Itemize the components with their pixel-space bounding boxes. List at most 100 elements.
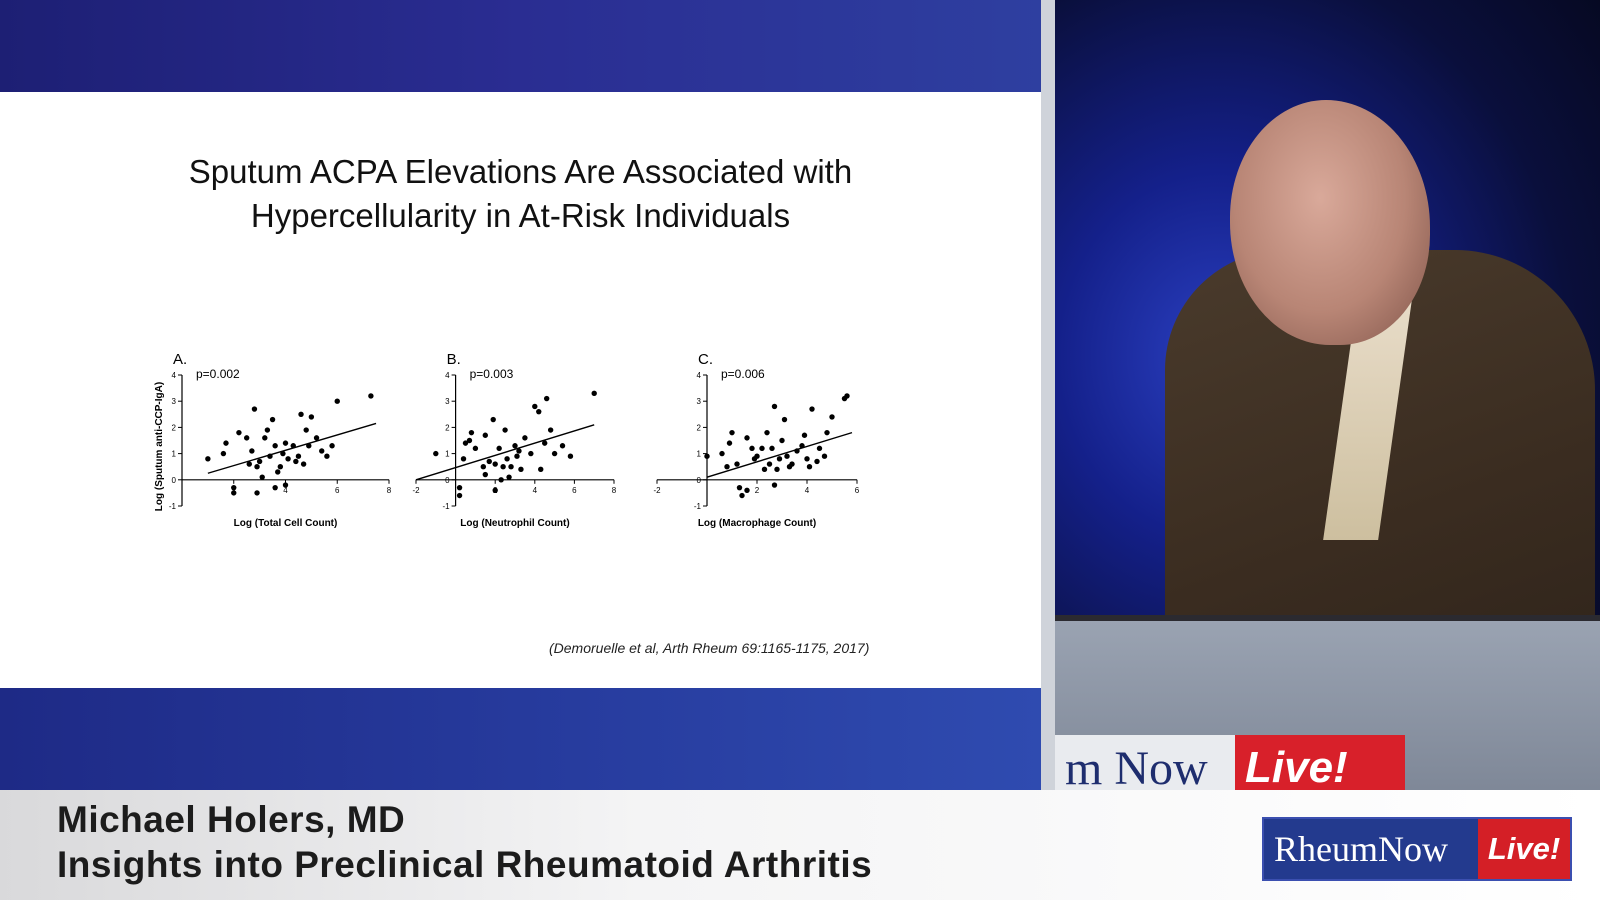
chart-3-x-axis-label: Log (Macrophage Count): [698, 518, 816, 529]
chart-1-data-point: [324, 453, 330, 459]
chart-3-data-point: [771, 482, 778, 488]
chart-1-data-point: [256, 458, 263, 465]
chart-2-data-point: [433, 450, 439, 457]
chart-1-data-point: [368, 393, 374, 399]
chart-1-y-tick-label: -1: [169, 502, 177, 511]
chart-2-data-point: [492, 461, 498, 467]
chart-2-y-tick-label: 0: [445, 476, 450, 485]
chart-2-data-point: [480, 464, 487, 470]
chart-3-data-point: [789, 461, 795, 467]
chart-2-data-point: [506, 474, 512, 480]
chart-3-x-tick-label: 4: [805, 486, 810, 495]
chart-2-y-tick-label: 1: [445, 450, 450, 459]
chart-3-data-point: [719, 450, 725, 457]
chart-2-data-point: [514, 453, 520, 459]
chart-2-y-tick-label: 2: [445, 423, 450, 432]
chart-2-data-point: [498, 477, 504, 483]
chart-2-data-point: [551, 450, 558, 457]
chart-3-data-point: [781, 416, 788, 423]
chart-3-x-tick-label: -2: [653, 486, 661, 495]
chart-1-y-tick-label: 3: [172, 397, 177, 406]
rheumnow-live-logo: RheumNow Live!: [1262, 817, 1572, 881]
chart-1-y-axis-label: Log (Sputum anti-CCP-IgA): [154, 382, 165, 511]
chart-3-y-tick-label: -1: [694, 502, 702, 511]
chart-1-x-axis-label: Log (Total Cell Count): [234, 518, 338, 529]
chart-3-data-point: [724, 464, 730, 470]
chart-2-y-tick-label: 4: [445, 371, 450, 380]
chart-1-data-point: [236, 429, 242, 436]
podium-sign-text: m Now: [1065, 742, 1208, 790]
chart-2-data-point: [536, 408, 542, 415]
chart-2-data-point: [472, 445, 479, 452]
chart-1-data-point: [205, 456, 211, 462]
chart-3-y-tick-label: 0: [697, 476, 702, 485]
chart-3-data-point: [821, 453, 828, 459]
chart-1-data-point: [319, 448, 325, 454]
chart-3-data-point: [784, 453, 790, 459]
chart-1-data-point: [303, 427, 309, 433]
chart-3-data-point: [804, 456, 810, 462]
chart-3-x-tick-label: 2: [755, 486, 760, 495]
chart-3-panel-label: C.: [698, 351, 713, 368]
chart-1-data-point: [295, 453, 302, 459]
chart-1-data-point: [269, 416, 276, 423]
chart-2-data-point: [508, 464, 514, 470]
chart-3-data-point: [766, 461, 773, 467]
chart-1-data-point: [231, 490, 237, 496]
slide-divider: [1041, 0, 1055, 790]
chart-2-data-point: [468, 429, 475, 436]
chart-2-data-point: [460, 456, 467, 462]
chart-2-x-axis-label: Log (Neutrophil Count): [460, 518, 569, 529]
chart-2-data-point: [486, 458, 492, 465]
chart-1-y-tick-label: 0: [172, 476, 177, 485]
chart-2-data-point: [528, 450, 534, 457]
podium-sign-red-block: [1235, 735, 1405, 790]
chart-2-data-point: [591, 390, 597, 397]
chart-3-data-point: [774, 466, 780, 473]
chart-3-data-point: [739, 492, 745, 499]
chart-2-data-point: [504, 456, 510, 462]
chart-2-data-point: [518, 466, 524, 473]
chart-1-x-tick-label: 6: [335, 486, 340, 495]
chart-1-data-point: [254, 464, 260, 470]
chart-1-data-point: [249, 448, 255, 454]
scatter-charts: -1 0 1 2 3 4 2 4 6 8 A. p=0.002 Log (Total Cell Coun…: [154, 351, 860, 529]
logo-text: RheumNow: [1274, 829, 1448, 869]
chart-3-data-point: [759, 445, 765, 452]
chart-3-data-point: [734, 461, 740, 467]
chart-1-data-point: [277, 464, 284, 470]
chart-2-y-tick-label: 3: [445, 397, 450, 406]
chart-1-data-point: [329, 443, 335, 449]
chart-3-data-point: [769, 445, 775, 452]
chart-2-y-tick-label: -1: [442, 502, 450, 511]
chart-3-data-point: [844, 393, 850, 399]
chart-1-data-point: [254, 490, 260, 496]
slide-title-line-1: Sputum ACPA Elevations Are Associated wi…: [188, 153, 853, 190]
chart-3-y-tick-label: 4: [697, 371, 702, 380]
chart-2-data-point: [543, 395, 550, 402]
chart-2-data-point: [542, 440, 548, 446]
chart-2-trendline: [415, 424, 595, 481]
chart-1-y-tick-label: 4: [172, 371, 177, 380]
chart-1-data-point: [243, 435, 250, 441]
chart-1-p-value: p=0.002: [196, 367, 240, 381]
chart-1-data-point: [290, 443, 296, 449]
chart-1-y-tick-label: 2: [172, 423, 177, 432]
chart-1-data-point: [267, 453, 273, 459]
chart-1-x-tick-label: 8: [387, 486, 392, 495]
chart-2-p-value: p=0.003: [470, 367, 514, 381]
chart-1-data-point: [251, 406, 258, 412]
speaker-name: Michael Holers, MD: [57, 799, 406, 840]
chart-1-data-point: [298, 411, 304, 417]
chart-2-panel-label: B.: [447, 351, 461, 368]
chart-2-data-point: [492, 487, 498, 493]
chart-1-x-tick-label: 4: [283, 486, 288, 495]
chart-3-data-point: [726, 440, 733, 446]
chart-3-data-point: [809, 406, 815, 412]
chart-2-data-point: [490, 416, 496, 423]
speaker-video: m Now Live!: [1055, 0, 1600, 790]
chart-1-trendline: [207, 422, 377, 474]
chart-1-data-point: [293, 458, 299, 465]
slide-title-line-2: Hypercellularity in At-Risk Individuals: [250, 197, 791, 234]
chart-1-data-point: [334, 398, 340, 404]
